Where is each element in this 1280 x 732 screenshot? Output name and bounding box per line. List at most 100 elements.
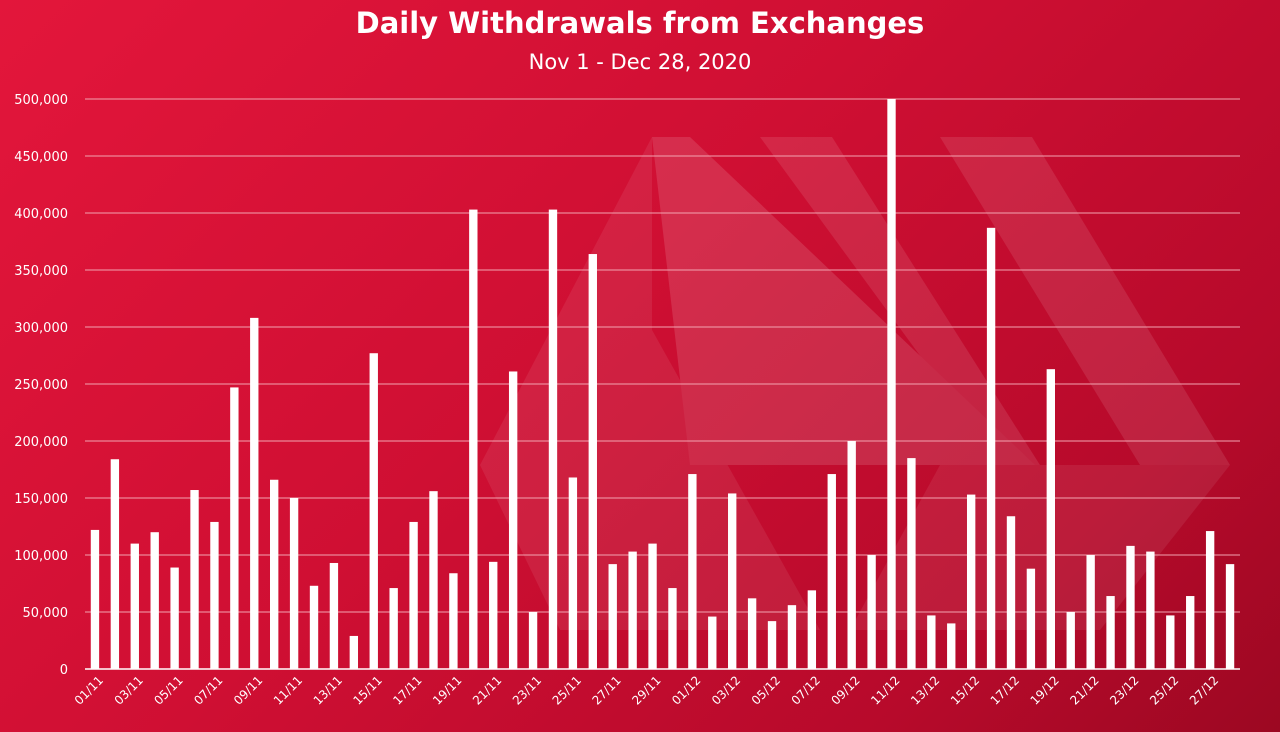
bar: [608, 564, 617, 669]
bar: [1086, 555, 1095, 669]
bar: [887, 99, 896, 669]
x-tick-label: 11/11: [271, 673, 305, 707]
bar: [688, 474, 697, 669]
bar: [1026, 568, 1036, 669]
bar: [110, 459, 120, 669]
bar: [1106, 596, 1115, 669]
bar: [1006, 516, 1016, 669]
x-tick-label: 11/12: [868, 673, 902, 707]
bar: [250, 317, 259, 669]
bar: [1166, 615, 1175, 669]
bar: [807, 590, 817, 669]
bar: [1225, 564, 1235, 669]
x-tick-label: 09/11: [231, 673, 265, 707]
bar: [508, 371, 518, 669]
x-tick-label: 05/12: [749, 673, 783, 707]
bar: [867, 555, 876, 669]
x-tick-label: 13/12: [908, 673, 942, 707]
chart-subtitle: Nov 1 - Dec 28, 2020: [528, 50, 752, 74]
y-tick-label: 0: [60, 663, 68, 678]
y-tick-label: 100,000: [14, 549, 68, 564]
x-tick-label: 03/12: [709, 673, 743, 707]
x-tick-label: 25/12: [1147, 673, 1181, 707]
bars: [90, 99, 1235, 670]
bar: [668, 588, 677, 669]
bar: [827, 474, 836, 669]
bar: [548, 209, 558, 669]
x-tick-label: 01/12: [669, 673, 703, 707]
x-tick-label: 29/11: [629, 673, 663, 707]
bar: [329, 562, 339, 669]
bar: [230, 387, 239, 669]
bar: [190, 490, 199, 669]
bar: [1046, 369, 1056, 669]
bar: [588, 254, 597, 670]
bar: [289, 498, 299, 669]
bar: [708, 616, 717, 669]
x-tick-label: 21/12: [1067, 673, 1101, 707]
bar: [150, 532, 159, 669]
x-tick-label: 03/11: [112, 673, 146, 707]
bar: [309, 585, 319, 669]
bar: [728, 493, 737, 669]
bar: [409, 521, 418, 669]
y-tick-label: 200,000: [14, 435, 68, 450]
bar: [907, 458, 916, 669]
bar: [389, 588, 398, 669]
bar: [1186, 596, 1195, 669]
bar: [369, 353, 378, 669]
bar: [449, 573, 458, 669]
x-tick-label: 01/11: [72, 673, 106, 707]
bar: [947, 623, 956, 669]
y-tick-label: 50,000: [23, 606, 69, 621]
y-tick-label: 150,000: [14, 492, 68, 507]
x-tick-label: 27/12: [1187, 673, 1221, 707]
x-tick-label: 23/12: [1107, 673, 1141, 707]
y-tick-label: 250,000: [14, 378, 68, 393]
x-tick-label: 23/11: [510, 673, 544, 707]
bar: [986, 227, 996, 669]
x-tick-label: 19/12: [1028, 673, 1062, 707]
x-tick-label: 27/11: [589, 673, 623, 707]
bar: [170, 567, 179, 669]
x-tick-label: 17/12: [988, 673, 1022, 707]
bar: [747, 598, 757, 669]
y-tick-label: 500,000: [14, 93, 68, 108]
x-tick-label: 25/11: [550, 673, 584, 707]
bar: [210, 521, 219, 669]
bar: [847, 441, 856, 669]
bar: [528, 612, 538, 669]
bar: [269, 479, 279, 669]
bar: [1066, 612, 1075, 669]
bar: [349, 635, 359, 669]
bar: [648, 543, 657, 669]
bar: [568, 477, 578, 669]
y-axis-ticks: 0 50,000 100,000 150,000 200,000 250,000 300,0…: [14, 93, 68, 678]
bar: [1126, 545, 1135, 669]
y-tick-label: 350,000: [14, 264, 68, 279]
bar: [767, 621, 777, 669]
y-tick-label: 450,000: [14, 150, 68, 165]
bar: [1146, 551, 1155, 669]
bar: [429, 491, 438, 669]
x-axis-ticks: 01/11 03/11 05/11 07/11 09/11 11/11 13/11 15/11…: [72, 673, 1222, 707]
x-tick-label: 09/12: [828, 673, 862, 707]
bar: [130, 543, 139, 669]
bar: [966, 494, 976, 669]
bar: [469, 209, 478, 669]
x-tick-label: 21/11: [470, 673, 504, 707]
x-tick-label: 15/12: [948, 673, 982, 707]
x-tick-label: 15/11: [351, 673, 385, 707]
bar: [489, 561, 498, 669]
x-tick-label: 17/11: [390, 673, 424, 707]
y-tick-label: 400,000: [14, 207, 68, 222]
bar: [628, 551, 637, 669]
x-tick-label: 13/11: [311, 673, 345, 707]
x-tick-label: 07/12: [789, 673, 823, 707]
bar: [1205, 531, 1215, 669]
y-tick-label: 300,000: [14, 321, 68, 336]
x-tick-label: 19/11: [430, 673, 464, 707]
chart-title: Daily Withdrawals from Exchanges: [355, 6, 925, 40]
bar: [90, 529, 100, 669]
